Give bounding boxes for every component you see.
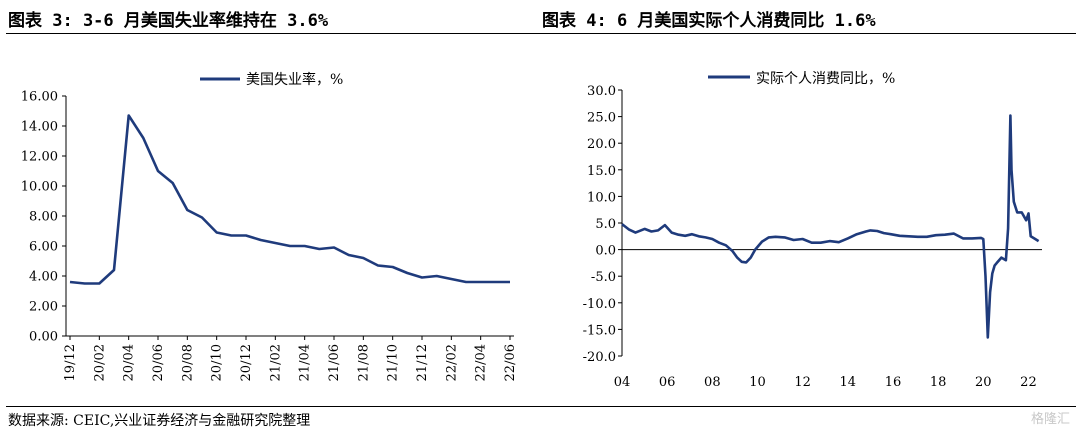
left-y-tick-label: 16.00 xyxy=(21,90,58,105)
right-x-tick-label: 22 xyxy=(1020,375,1037,390)
left-x-tick-label: 20/02 xyxy=(92,344,107,381)
left-x-tick-label: 22/02 xyxy=(444,344,459,381)
right-x-tick-label: 12 xyxy=(794,375,811,390)
unemployment-line-chart: 0.00 2.00 4.00 6.00 8.00 10.00 12.00 14.00 16.00… xyxy=(21,71,518,382)
right-chart-axes: -20.0 -15.0 -10.0 -5.0 0.0 5.0 10.0 15.0 20.0 25.… xyxy=(583,84,1042,390)
left-x-tick-label: 19/12 xyxy=(63,344,78,381)
right-y-tick-label: 20.0 xyxy=(587,137,616,152)
watermark-logo: 格隆汇 xyxy=(1030,412,1070,427)
figure-left-title: 图表 3: 3-6 月美国失业率维持在 3.6% xyxy=(8,11,329,31)
right-legend-label: 实际个人消费同比，% xyxy=(756,71,895,87)
left-x-tick-label: 21/08 xyxy=(356,344,371,381)
right-x-tick-label: 06 xyxy=(659,375,676,390)
left-x-tick-label: 21/02 xyxy=(268,344,283,381)
left-y-tick-label: 6.00 xyxy=(29,240,58,255)
unemployment-rate-line xyxy=(69,114,510,285)
right-x-tick-label: 10 xyxy=(749,375,766,390)
right-y-tick-label: 5.0 xyxy=(595,217,616,232)
real-consumption-line-chart: -20.0 -15.0 -10.0 -5.0 0.0 5.0 10.0 15.0 20.0 25.… xyxy=(583,71,1042,390)
figure-right-title: 图表 4: 6 月美国实际个人消费同比 1.6% xyxy=(542,11,876,31)
right-x-tick-label: 08 xyxy=(704,375,721,390)
left-x-tick-label: 22/04 xyxy=(474,344,489,381)
right-y-tick-label: -15.0 xyxy=(583,323,616,338)
right-y-tick-label: 10.0 xyxy=(587,190,616,205)
right-y-tick-label: -5.0 xyxy=(591,270,616,285)
left-y-tick-label: 8.00 xyxy=(29,210,58,225)
left-chart-legend: 美国失业率，% xyxy=(200,71,343,88)
left-legend-label: 美国失业率，% xyxy=(246,71,343,88)
left-y-tick-label: 14.00 xyxy=(21,120,58,135)
left-x-tick-label: 21/10 xyxy=(386,344,401,381)
source-note: 数据来源: CEIC,兴业证券经济与金融研究院整理 xyxy=(8,413,311,429)
right-y-tick-label: 15.0 xyxy=(587,164,616,179)
right-x-tick-label: 18 xyxy=(930,375,947,390)
right-y-tick-label: -10.0 xyxy=(583,297,616,312)
right-x-tick-label: 14 xyxy=(840,375,857,390)
right-y-tick-label: 0.0 xyxy=(595,244,616,259)
left-x-tick-label: 21/06 xyxy=(327,344,342,381)
real-consumption-yoy-line xyxy=(621,114,1040,339)
footer-divider xyxy=(6,406,1076,407)
left-x-tick-label: 20/04 xyxy=(122,344,137,381)
left-x-tick-label: 20/08 xyxy=(180,344,195,381)
left-y-tick-label: 4.00 xyxy=(29,270,58,285)
left-y-tick-label: 12.00 xyxy=(21,150,58,165)
left-chart-axes: 0.00 2.00 4.00 6.00 8.00 10.00 12.00 14.00 16.00… xyxy=(21,90,518,382)
left-y-tick-label: 10.00 xyxy=(21,180,58,195)
left-x-tick-label: 20/12 xyxy=(239,344,254,381)
right-y-tick-label: -20.0 xyxy=(583,350,616,365)
left-x-tick-label: 21/12 xyxy=(415,344,430,381)
right-x-tick-label: 20 xyxy=(975,375,992,390)
left-y-tick-label: 2.00 xyxy=(29,300,58,315)
right-y-tick-label: 30.0 xyxy=(587,84,616,99)
right-y-tick-label: 25.0 xyxy=(587,111,616,126)
left-x-tick-label: 20/10 xyxy=(210,344,225,381)
right-chart-legend: 实际个人消费同比，% xyxy=(708,71,895,87)
left-x-tick-label: 20/06 xyxy=(151,344,166,381)
right-x-tick-label: 04 xyxy=(614,375,631,390)
left-x-tick-label: 21/04 xyxy=(298,344,313,381)
left-y-tick-label: 0.00 xyxy=(29,330,58,345)
right-x-tick-label: 16 xyxy=(885,375,902,390)
header-divider xyxy=(6,33,1076,34)
left-x-tick-label: 22/06 xyxy=(503,344,518,381)
